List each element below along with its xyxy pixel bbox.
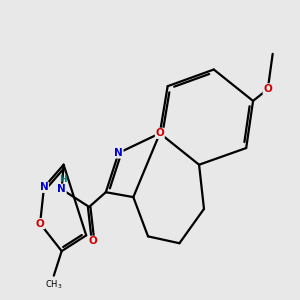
Text: CH$_3$: CH$_3$ xyxy=(45,279,63,291)
Text: N: N xyxy=(114,148,123,158)
Text: N: N xyxy=(57,184,66,194)
Text: O: O xyxy=(263,84,272,94)
Text: O: O xyxy=(36,219,44,229)
Text: H: H xyxy=(59,175,67,184)
Text: O: O xyxy=(263,84,272,94)
Text: O: O xyxy=(155,128,164,138)
Text: N: N xyxy=(40,182,48,192)
Text: O: O xyxy=(89,236,98,246)
